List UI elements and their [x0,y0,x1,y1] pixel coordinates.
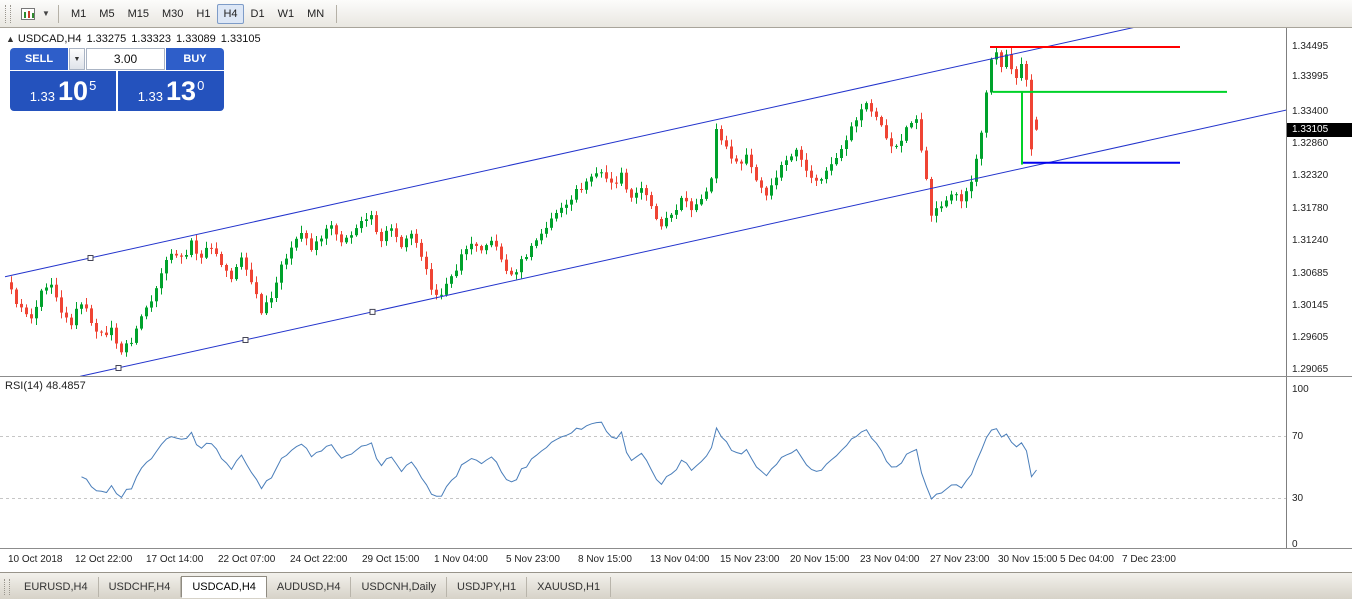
tab-eurusd-h4[interactable]: EURUSD,H4 [14,577,99,597]
rsi-indicator-canvas[interactable] [0,376,1286,548]
time-axis-label: 5 Nov 23:00 [506,554,560,565]
volume-dropdown-button[interactable]: ▼ [69,48,85,70]
chart-symbol-period: USDCAD,H4 [17,33,82,45]
timeframe-m15-button[interactable]: M15 [127,7,149,20]
volume-input[interactable] [87,49,164,69]
time-axis-label: 22 Oct 07:00 [218,554,276,565]
one-click-toggle-icon[interactable]: ▲ [6,34,15,44]
toolbar-separator [58,4,59,23]
price-axis-label: 1.32860 [1292,138,1329,150]
time-axis-label: 20 Nov 15:00 [790,554,850,565]
timeframe-mn-button[interactable]: MN [307,7,325,20]
timeframe-toolbar: ▼ M1 M5 M15 M30 H1 H4 D1 W1 MN [0,0,1352,28]
current-price-badge: 1.33105 [1287,122,1352,137]
time-axis-label: 8 Nov 15:00 [578,554,632,565]
timeframe-m5-button[interactable]: M5 [99,7,115,20]
sell-price-figure: 1.33 [29,88,56,104]
toolbar-drag-handle[interactable] [5,4,11,23]
time-axis[interactable]: 10 Oct 2018 12 Oct 22:00 17 Oct 14:00 22 Oc… [0,548,1352,572]
price-axis-label: 1.29605 [1292,332,1329,344]
price-axis-label: 1.29065 [1292,364,1329,376]
buy-button[interactable]: BUY [166,48,224,70]
tab-usdcad-h4[interactable]: USDCAD,H4 [181,576,267,598]
timeframe-m1-button[interactable]: M1 [71,7,87,20]
tabbar-drag-handle[interactable] [4,579,10,595]
rsi-axis-label: 100 [1292,384,1309,395]
price-axis-label: 1.33400 [1292,106,1329,118]
tab-usdchf-h4[interactable]: USDCHF,H4 [99,577,182,597]
price-axis-label: 1.30685 [1292,267,1329,279]
one-click-trading-widget: SELL ▼ BUY 1.33 10 5 1.33 13 0 [10,48,224,111]
time-axis-label: 15 Nov 23:00 [720,554,780,565]
time-axis-label: 30 Nov 15:00 [998,554,1058,565]
timeframe-h4-button[interactable]: H4 [217,3,244,24]
candlestick-chart-icon [21,7,35,20]
price-axis-label: 1.32320 [1292,170,1329,182]
buy-price-pips: 13 [166,76,197,106]
price-chart-canvas[interactable] [0,28,1286,376]
toolbar-separator [336,4,338,23]
rsi-axis-label: 30 [1292,492,1304,504]
ohlc-open: 1.33275 [86,33,127,45]
sell-price-panel[interactable]: 1.33 10 5 [10,71,116,111]
tab-usdjpy-h1[interactable]: USDJPY,H1 [447,577,528,597]
sell-button[interactable]: SELL [10,48,68,70]
panel-divider[interactable] [0,376,1352,377]
tab-usdcnh-daily[interactable]: USDCNH,Daily [351,577,448,597]
timeframe-h1-button[interactable]: H1 [196,7,211,20]
tab-audusd-h4[interactable]: AUDUSD,H4 [267,577,352,597]
time-axis-label: 7 Dec 23:00 [1122,554,1176,565]
price-axis-label: 1.33995 [1292,70,1329,82]
buy-price-panel[interactable]: 1.33 13 0 [118,71,224,111]
rsi-axis-label: 70 [1292,430,1304,442]
chart-tab-bar: EURUSD,H4 USDCHF,H4 USDCAD,H4 AUDUSD,H4 … [0,572,1352,599]
time-axis-label: 10 Oct 2018 [8,554,63,565]
rsi-indicator-label: RSI(14) 48.4857 [5,380,86,392]
volume-caret-icon: ▼ [73,55,81,63]
chart-ohlc-header: ▲ USDCAD,H4 1.33275 1.33323 1.33089 1.33105 [6,33,266,45]
time-axis-label: 29 Oct 15:00 [362,554,420,565]
price-axis-label: 1.34495 [1292,40,1329,52]
time-axis-label: 17 Oct 14:00 [146,554,204,565]
time-axis-label: 12 Oct 22:00 [75,554,133,565]
time-axis-label: 1 Nov 04:00 [434,554,488,565]
rsi-axis-label: 0 [1292,539,1298,550]
buy-price-point: 0 [197,77,205,93]
price-axis-label: 1.31240 [1292,234,1329,246]
time-axis-label: 24 Oct 22:00 [290,554,348,565]
sell-price-point: 5 [89,77,97,93]
price-axis[interactable]: 1.33105 1.34495 1.33995 1.33400 1.32860 1.32… [1286,28,1352,550]
tab-xauusd-h1[interactable]: XAUUSD,H1 [527,577,612,597]
price-axis-label: 1.30145 [1292,299,1329,311]
chart-window-button[interactable] [17,4,39,24]
timeframe-w1-button[interactable]: W1 [277,7,295,20]
panel-divider [0,548,1352,549]
time-axis-label: 13 Nov 04:00 [650,554,710,565]
time-axis-label: 27 Nov 23:00 [930,554,990,565]
chart-dropdown-caret-icon[interactable]: ▼ [42,9,50,18]
sell-price-pips: 10 [58,76,89,106]
timeframe-d1-button[interactable]: D1 [250,7,265,20]
ohlc-low: 1.33089 [176,33,216,45]
timeframe-m30-button[interactable]: M30 [161,7,184,20]
time-axis-label: 5 Dec 04:00 [1060,554,1114,565]
price-axis-label: 1.31780 [1292,202,1329,214]
buy-price-figure: 1.33 [137,88,164,104]
ohlc-close: 1.33105 [220,33,261,45]
time-axis-label: 23 Nov 04:00 [860,554,920,565]
ohlc-high: 1.33323 [131,33,172,45]
